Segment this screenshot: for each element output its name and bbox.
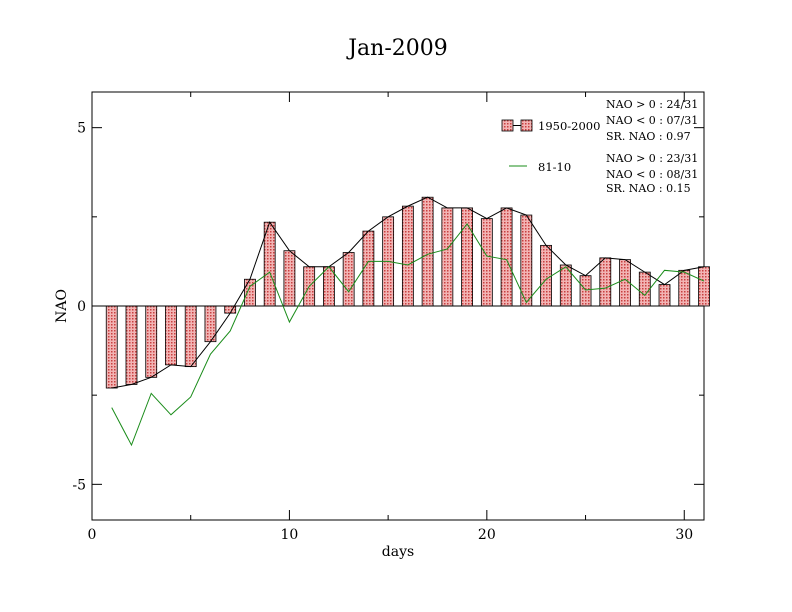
bar-day-19 (461, 207, 473, 307)
stat-g2-nao-positive: NAO > 0 : 23/31 (606, 152, 698, 165)
x-tick-label: 20 (478, 527, 496, 543)
stats-annotations: NAO > 0 : 24/31 NAO < 0 : 07/31 SR. NAO … (606, 98, 698, 195)
bar-day-14 (362, 230, 375, 307)
bar-day-31 (698, 266, 710, 307)
series-1950-2000-line (111, 196, 705, 389)
axes: 0 10 20 30 -5 0 5 (72, 92, 704, 543)
bar-day-30 (678, 269, 691, 307)
legend-label-1950-2000: 1950-2000 (538, 119, 600, 133)
bar-day-26 (599, 257, 612, 307)
legend-label-81-10: 81-10 (538, 160, 571, 174)
legend-swatch-1950-2000 (501, 119, 514, 132)
bar-day-2 (125, 305, 138, 385)
bar-day-18 (441, 207, 454, 307)
stat-g1-sr-nao: SR. NAO : 0.97 (606, 130, 691, 143)
bar-day-16 (401, 205, 414, 307)
bar-day-17 (421, 196, 434, 307)
bar-day-12 (323, 266, 335, 307)
bar-day-28 (638, 271, 651, 307)
stat-g2-nao-negative: NAO < 0 : 08/31 (606, 168, 698, 181)
bar-day-5 (184, 305, 197, 368)
bar-series (105, 196, 710, 389)
y-tick-label: 5 (77, 121, 86, 137)
bar-day-22 (520, 214, 533, 307)
bar-day-3 (145, 305, 158, 378)
bar-day-29 (658, 284, 671, 307)
bar-day-25 (579, 275, 592, 307)
bar-day-23 (540, 244, 552, 307)
stat-g1-nao-negative: NAO < 0 : 07/31 (606, 114, 698, 127)
legend-swatch-1950-2000-b (520, 119, 533, 132)
chart-title: Jan-2009 (346, 36, 448, 61)
x-tick-label: 0 (88, 527, 97, 543)
stat-g1-nao-positive: NAO > 0 : 24/31 (606, 98, 698, 111)
y-tick-label: -5 (72, 477, 86, 493)
bar-day-1 (105, 305, 118, 389)
bar-day-4 (165, 305, 177, 366)
bar-day-21 (500, 207, 513, 307)
bar-day-10 (283, 250, 296, 307)
series-81-10-line (111, 223, 705, 447)
x-tick-label: 10 (281, 527, 299, 543)
legend: 1950-2000 81-10 (501, 119, 600, 174)
x-tick-label: 30 (675, 527, 693, 543)
y-axis-label: NAO (54, 289, 70, 323)
y-tick-label: 0 (77, 299, 86, 315)
stat-g2-sr-nao: SR. NAO : 0.15 (606, 182, 691, 195)
bar-day-13 (342, 252, 355, 307)
bar-day-20 (480, 218, 493, 307)
x-axis-label: days (382, 544, 414, 560)
